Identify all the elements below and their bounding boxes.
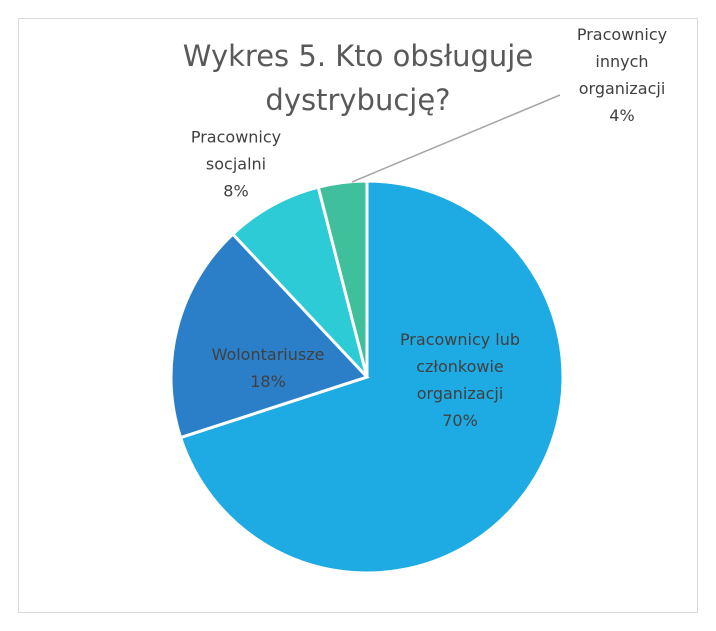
value-label: 8% [223, 181, 249, 201]
value-label: 4% [609, 106, 635, 125]
pie-slice [178, 179, 565, 575]
pie-slice [169, 232, 370, 440]
leader-line [351, 94, 561, 183]
category-label: Pracownicy socjalni [190, 127, 282, 174]
data-label: Pracownicy innych organizacji 4% [562, 21, 682, 129]
category-label: Pracownicy innych organizacji [576, 25, 668, 98]
data-label: Pracownicy socjalni 8% [176, 124, 296, 205]
chart-title: Wykres 5. Kto obsługuje dystrybucję? [182, 39, 534, 117]
category-label: Wolontariusze [211, 345, 325, 364]
data-label: Pracownicy lub członkowie organizacji 70% [385, 326, 535, 434]
category-label: Pracownicy lub członkowie organizacji [399, 330, 521, 403]
data-label: Wolontariusze 18% [203, 341, 333, 395]
value-label: 70% [442, 411, 478, 430]
pie-slice [316, 179, 369, 378]
pie-slice [230, 185, 369, 379]
value-label: 18% [250, 372, 286, 391]
